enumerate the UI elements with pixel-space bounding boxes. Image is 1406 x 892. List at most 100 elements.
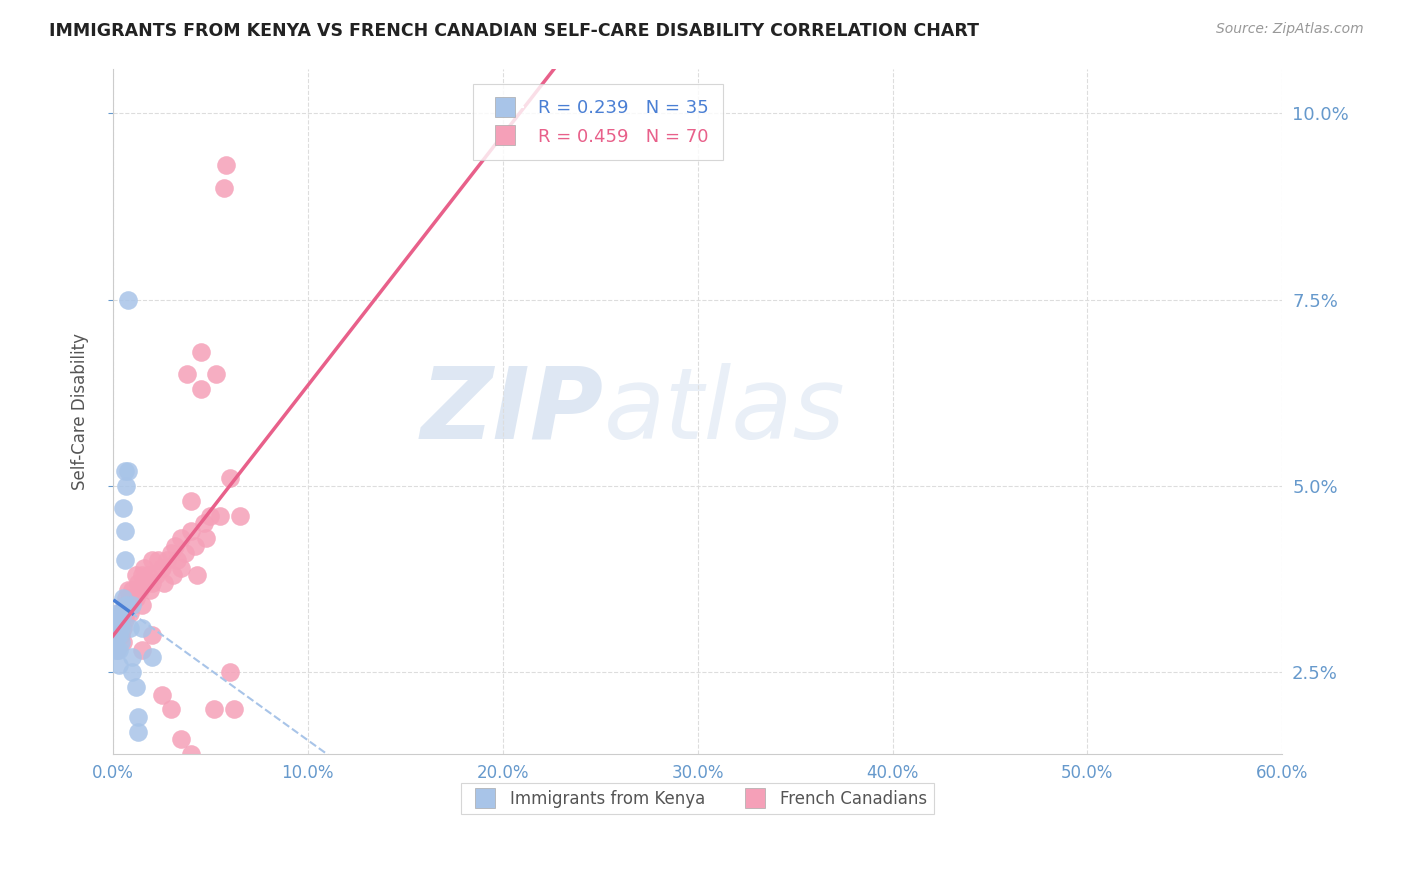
Point: [105, 643, 128, 657]
Point: [105, 606, 128, 620]
Point: [190, 382, 212, 396]
Point: [110, 606, 132, 620]
Point: [180, 493, 202, 508]
Point: [165, 539, 187, 553]
Point: [162, 568, 184, 582]
Point: [141, 575, 163, 590]
Point: [180, 524, 202, 538]
Point: [114, 464, 136, 478]
Point: [141, 628, 163, 642]
Point: [107, 606, 129, 620]
Point: [111, 620, 134, 634]
Point: [111, 591, 134, 605]
Point: [105, 620, 128, 634]
Point: [195, 531, 218, 545]
Point: [115, 606, 138, 620]
Point: [121, 665, 143, 680]
Point: [104, 643, 127, 657]
Text: Source: ZipAtlas.com: Source: ZipAtlas.com: [1216, 22, 1364, 37]
Point: [141, 553, 163, 567]
Point: [150, 688, 173, 702]
Point: [150, 561, 173, 575]
Point: [160, 546, 183, 560]
Point: [117, 598, 139, 612]
Point: [127, 710, 149, 724]
Point: [121, 583, 143, 598]
Point: [107, 643, 129, 657]
Point: [205, 367, 228, 381]
Point: [114, 613, 136, 627]
Y-axis label: Self-Care Disability: Self-Care Disability: [72, 333, 89, 490]
Point: [186, 568, 208, 582]
Point: [218, 665, 240, 680]
Point: [125, 568, 148, 582]
Point: [121, 650, 143, 665]
Point: [104, 635, 127, 649]
Point: [145, 568, 167, 582]
Point: [218, 471, 240, 485]
Point: [120, 606, 142, 620]
Point: [131, 620, 153, 634]
Point: [114, 598, 136, 612]
Text: ZIP: ZIP: [420, 363, 605, 460]
Point: [117, 583, 139, 598]
Point: [141, 650, 163, 665]
Point: [176, 367, 198, 381]
Point: [139, 583, 162, 598]
Point: [200, 508, 222, 523]
Point: [107, 657, 129, 672]
Point: [107, 620, 129, 634]
Point: [110, 613, 132, 627]
Point: [104, 635, 127, 649]
Point: [114, 553, 136, 567]
Point: [166, 553, 188, 567]
Point: [170, 531, 193, 545]
Point: [120, 620, 142, 634]
Point: [129, 583, 152, 598]
Point: [215, 158, 238, 172]
Point: [131, 598, 153, 612]
Point: [152, 575, 174, 590]
Point: [104, 628, 127, 642]
Point: [125, 591, 148, 605]
Point: [146, 553, 169, 567]
Point: [212, 181, 235, 195]
Point: [170, 561, 193, 575]
Point: [110, 620, 132, 634]
Point: [193, 516, 215, 531]
Point: [135, 575, 157, 590]
Point: [121, 598, 143, 612]
Point: [114, 524, 136, 538]
Point: [107, 613, 129, 627]
Point: [202, 702, 225, 716]
Legend: Immigrants from Kenya, French Canadians: Immigrants from Kenya, French Canadians: [461, 783, 934, 814]
Point: [124, 591, 146, 605]
Point: [115, 598, 138, 612]
Point: [156, 553, 179, 567]
Point: [222, 702, 245, 716]
Point: [131, 643, 153, 657]
Point: [107, 620, 129, 634]
Point: [110, 635, 132, 649]
Point: [125, 680, 148, 694]
Point: [104, 628, 127, 642]
Point: [111, 501, 134, 516]
Point: [111, 635, 134, 649]
Text: atlas: atlas: [605, 363, 845, 460]
Point: [111, 606, 134, 620]
Point: [190, 344, 212, 359]
Point: [117, 293, 139, 307]
Point: [115, 479, 138, 493]
Point: [105, 643, 128, 657]
Point: [180, 747, 202, 762]
Point: [127, 724, 149, 739]
Point: [105, 628, 128, 642]
Point: [183, 539, 205, 553]
Point: [127, 575, 149, 590]
Point: [131, 568, 153, 582]
Point: [132, 561, 155, 575]
Point: [115, 591, 138, 605]
Point: [160, 702, 183, 716]
Point: [120, 591, 142, 605]
Point: [170, 732, 193, 747]
